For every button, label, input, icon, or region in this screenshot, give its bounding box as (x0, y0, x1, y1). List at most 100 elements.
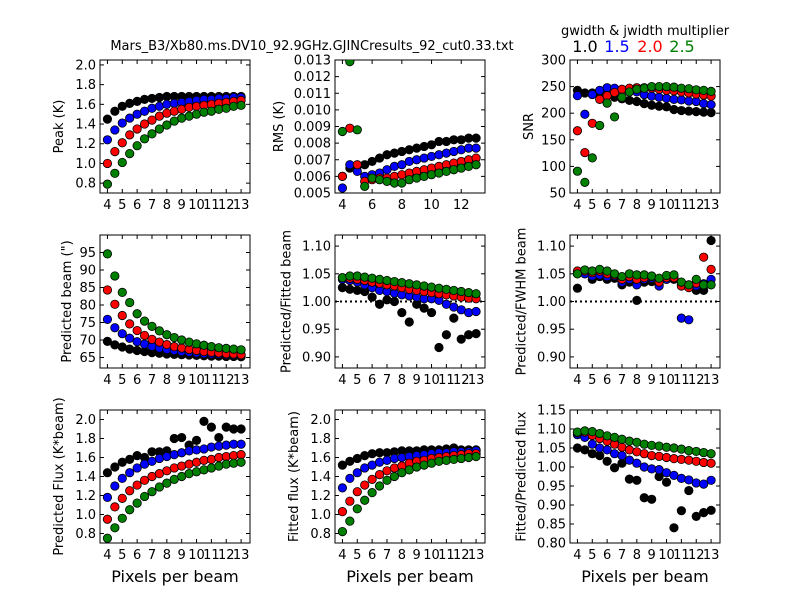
x-tick-label: 10 (658, 198, 675, 213)
x-tick-label: 11 (438, 548, 455, 563)
data-point (617, 92, 627, 102)
y-tick-label: 95 (79, 246, 96, 261)
data-point (132, 498, 142, 508)
x-tick-label: 10 (423, 548, 440, 563)
data-point (132, 141, 142, 151)
data-point (367, 273, 377, 283)
data-point (691, 274, 701, 284)
x-tick-label: 13 (468, 548, 485, 563)
data-point (110, 271, 120, 281)
data-point (456, 163, 466, 173)
data-point (639, 462, 649, 472)
data-point (624, 436, 635, 446)
x-tick-label: 6 (368, 373, 376, 388)
x-tick-label: 8 (163, 548, 171, 563)
data-point (580, 177, 590, 187)
x-tick-label: 7 (618, 373, 626, 388)
legend-entry-3: 2.0 (637, 37, 662, 56)
x-tick-label: 9 (413, 548, 421, 563)
y-axis-label: Peak (K) (52, 100, 67, 154)
data-point (639, 270, 649, 280)
data-point (199, 465, 209, 475)
y-axis-label: SNR (522, 113, 537, 140)
data-point (699, 252, 709, 262)
data-points (102, 416, 246, 543)
y-tick-label: 75 (79, 316, 96, 331)
data-point (184, 459, 194, 469)
data-point (595, 264, 605, 274)
y-tick-label: 2.0 (310, 413, 331, 428)
data-point (434, 342, 444, 353)
data-point (162, 451, 172, 462)
data-point (449, 285, 459, 296)
data-point (117, 473, 127, 483)
data-point (139, 330, 150, 341)
data-point (345, 60, 355, 67)
data-point (441, 136, 451, 147)
data-point (684, 315, 694, 325)
y-tick-label: 1.2 (310, 489, 331, 504)
data-point (110, 462, 120, 472)
y-tick-label: 0.90 (302, 350, 331, 365)
y-tick-label: 0.90 (537, 350, 566, 365)
data-point (147, 115, 157, 125)
x-tick-label: 4 (573, 548, 581, 563)
data-point (587, 153, 597, 163)
y-tick-label: 0.95 (302, 323, 331, 338)
y-tick-label: 0.009 (294, 120, 331, 135)
data-point (389, 296, 400, 307)
data-point (661, 452, 672, 463)
x-tick-label: 12 (688, 373, 705, 388)
data-point (669, 104, 679, 115)
data-point (206, 463, 216, 473)
x-tick-label: 13 (703, 548, 720, 563)
data-point (669, 82, 679, 92)
data-point (374, 457, 385, 467)
data-point (110, 168, 120, 178)
y-tick-label: 1.2 (75, 137, 96, 152)
data-point (374, 469, 385, 480)
y-tick-label: 1.4 (75, 470, 96, 485)
data-point (367, 173, 377, 183)
data-point (595, 450, 605, 461)
x-tick-label: 5 (588, 548, 596, 563)
y-tick-label: 65 (79, 351, 96, 366)
data-point (382, 176, 392, 186)
y-tick-label: 1.0 (75, 508, 96, 523)
x-tick-label: 6 (133, 373, 141, 388)
x-tick-label: 10 (188, 373, 205, 388)
x-tick-label: 7 (383, 373, 391, 388)
data-point (337, 273, 348, 283)
x-tick-label: 5 (588, 373, 596, 388)
data-point (654, 451, 664, 461)
data-point (434, 168, 444, 178)
data-point (419, 303, 429, 313)
data-point (404, 279, 414, 289)
data-point (624, 269, 635, 279)
data-point (117, 493, 127, 503)
data-point (572, 443, 583, 453)
y-tick-label: 150 (541, 133, 566, 148)
x-axis-label: Pixels per beam (581, 567, 708, 586)
data-point (676, 95, 686, 105)
data-point (412, 155, 422, 165)
data-point (684, 84, 694, 94)
data-point (412, 143, 422, 153)
y-tick-label: 50 (549, 187, 566, 202)
x-tick-label: 11 (673, 373, 690, 388)
data-point (154, 124, 165, 134)
data-point (706, 264, 716, 274)
data-point (624, 445, 635, 455)
data-point (471, 451, 481, 462)
x-tick-label: 11 (673, 548, 690, 563)
data-point (602, 431, 612, 441)
x-tick-label: 9 (178, 198, 186, 213)
x-tick-label: 6 (368, 548, 376, 563)
data-point (580, 147, 590, 158)
y-tick-label: 0.95 (537, 480, 566, 495)
data-point (464, 288, 474, 298)
data-point (337, 283, 348, 293)
data-point (352, 468, 362, 478)
data-point (162, 120, 172, 130)
